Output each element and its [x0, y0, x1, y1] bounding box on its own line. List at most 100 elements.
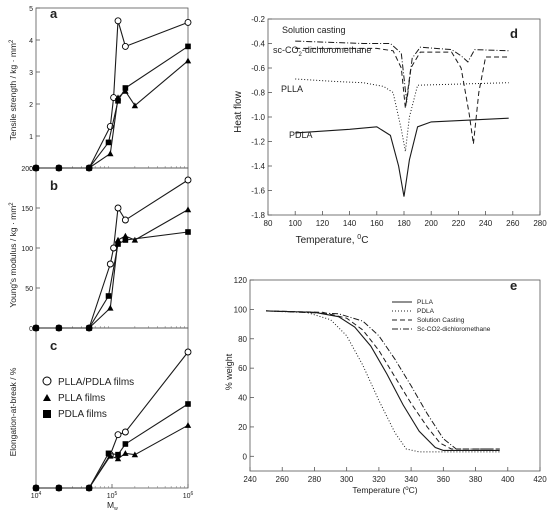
panel-e-series — [266, 310, 500, 453]
data-point-b-2-6 — [185, 229, 191, 235]
panel-c-ylabel: Elongation-at-break / % — [8, 367, 18, 456]
data-point-b-2-0 — [33, 325, 39, 331]
legend-marker-circle-open — [42, 376, 52, 386]
ytick-label: 40 — [238, 394, 247, 403]
data-point-a-1-6 — [131, 102, 139, 109]
legend-label-plla-pdla: PLLA/PDLA films — [58, 377, 134, 388]
ytick-label: -1.4 — [251, 162, 265, 171]
panel-c-frame: 104 105 106 — [31, 327, 194, 500]
data-point-c-2-6 — [185, 401, 191, 407]
xtick-label: 300 — [340, 475, 354, 484]
data-point-b-1-3 — [107, 304, 114, 311]
ytick-label: 80 — [238, 335, 247, 344]
panel-c-xlabel: Mw — [107, 500, 118, 512]
data-point-c-2-5 — [122, 441, 129, 447]
data-point-a-2-1 — [56, 165, 62, 171]
panel-a-label: a — [50, 6, 58, 21]
data-point-c-1-6 — [131, 451, 139, 458]
series-line-a-0 — [36, 20, 189, 169]
xtick-label: 320 — [372, 475, 386, 484]
data-point-b-0-6 — [121, 216, 129, 224]
data-point-a-1-5 — [122, 88, 129, 94]
panel-d-annotation-plla: PLLA — [281, 84, 303, 94]
data-point-c-0-6 — [184, 348, 192, 356]
ytick-label: -0.4 — [251, 40, 265, 49]
panel-d-annotation-solution-casting: Solution casting — [282, 25, 346, 35]
panel-d-frame: -1.8 -1.6 -1.4 -1.2 -1.0 -0.8 -0.6 -0.4 -0.2 80 10… — [251, 15, 547, 228]
plot-area-c — [35, 327, 189, 489]
data-point-b-2-5 — [122, 237, 129, 243]
data-point-b-1-4 — [114, 236, 122, 243]
xtick-label: 120 — [316, 219, 330, 228]
legend-marker-square — [43, 410, 51, 418]
xtick-label: 220 — [452, 219, 466, 228]
xtick-label: 140 — [343, 219, 357, 228]
xtick-label: 260 — [506, 219, 520, 228]
xtick-label: 260 — [276, 475, 290, 484]
xtick-label: 104 — [31, 491, 42, 500]
panel-b-ylabel: Young's modulus / kg · mm2 — [8, 202, 18, 308]
data-point-a-1-7 — [184, 57, 192, 64]
xtick-label: 105 — [107, 491, 118, 500]
ytick-label: -0.2 — [251, 15, 265, 24]
legend-label-pdla: PDLA films — [58, 409, 107, 420]
panel-c-series — [32, 348, 192, 492]
panel-e-frame: 0 20 40 60 80 100 120 240 260 280 300 320 340 360 380 4… — [234, 276, 548, 484]
series-line-e-2 — [266, 310, 500, 450]
xtick-label: 106 — [183, 491, 194, 500]
data-point-c-2-2 — [86, 485, 92, 491]
data-point-a-0-6 — [121, 42, 129, 50]
ytick-label: 100 — [21, 246, 33, 253]
legend-label-e-plla: PLLA — [417, 299, 434, 306]
panel-a-series — [32, 17, 192, 172]
data-point-b-1-5 — [122, 232, 129, 239]
data-point-a-2-2 — [86, 165, 92, 171]
legend-label-e-pdla: PDLA — [417, 308, 435, 315]
data-point-c-2-0 — [33, 485, 39, 491]
panel-d-annotation-pdla: PDLA — [289, 130, 313, 140]
data-point-c-2-3 — [105, 450, 112, 457]
data-point-a-2-5 — [122, 85, 129, 91]
xtick-label: 240 — [479, 219, 493, 228]
panel-e-xlabel: Temperature (oC) — [352, 485, 417, 495]
data-point-c-0-5 — [121, 428, 129, 436]
xtick-label: 160 — [370, 219, 384, 228]
series-line-d-1 — [295, 47, 509, 144]
ytick-label: 3 — [29, 70, 33, 77]
data-point-c-2-1 — [56, 485, 62, 491]
panel-c-legend: PLLA/PDLA films PLLA films PDLA films — [42, 376, 134, 420]
panel-b-label: b — [50, 178, 58, 193]
xtick-label: 180 — [397, 219, 411, 228]
ytick-label: 0 — [29, 326, 33, 333]
ytick-label: 4 — [29, 38, 33, 45]
data-point-c-1-4 — [114, 455, 122, 462]
panel-d-ylabel: Heat flow — [233, 90, 244, 132]
panel-d-label: d — [510, 26, 518, 41]
ytick-label: -0.6 — [251, 64, 265, 73]
data-point-a-0-7 — [184, 18, 192, 26]
ytick-label: 50 — [25, 286, 33, 293]
data-point-b-0-7 — [184, 176, 192, 184]
xtick-label: 200 — [425, 219, 439, 228]
series-line-e-3 — [266, 310, 500, 450]
panel-d-series — [295, 40, 509, 197]
series-line-d-0 — [295, 40, 509, 103]
ytick-label: -1.2 — [251, 138, 265, 147]
series-line-c-0 — [36, 351, 189, 489]
data-point-c-0-4 — [114, 431, 122, 439]
panel-a-ylabel: Tensile strength / kg · mm2 — [8, 39, 18, 140]
data-point-c-1-5 — [122, 450, 129, 456]
xtick-label: 100 — [289, 219, 303, 228]
data-point-a-2-4 — [115, 98, 121, 104]
ytick-label: 0 — [29, 166, 33, 173]
data-point-b-2-1 — [56, 325, 62, 331]
data-point-c-1-7 — [184, 422, 192, 428]
ytick-label: 20 — [238, 423, 247, 432]
xtick-label: 280 — [533, 219, 547, 228]
xtick-label: 380 — [469, 475, 483, 484]
xtick-label: 340 — [404, 475, 418, 484]
legend-label-e-scco2: Sc-CO2-dichloromethane — [417, 326, 491, 333]
panel-b-series — [32, 176, 192, 332]
data-point-b-2-2 — [86, 325, 92, 331]
ytick-label: -0.8 — [251, 89, 265, 98]
